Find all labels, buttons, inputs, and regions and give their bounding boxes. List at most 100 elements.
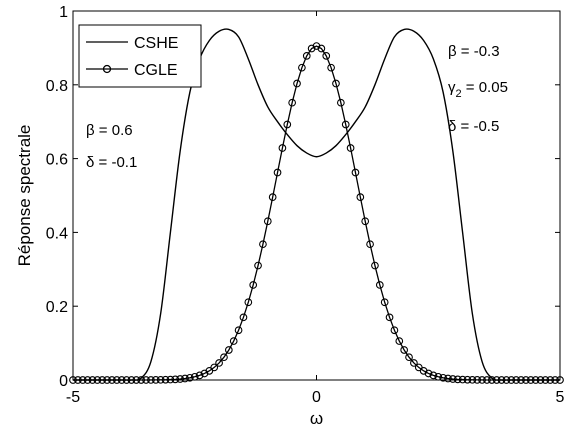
cgle-point <box>98 376 107 384</box>
cgle-point <box>453 375 462 384</box>
cgle-point <box>395 337 404 345</box>
cgle-point <box>298 63 306 72</box>
cgle-point <box>229 337 238 345</box>
cgle-point <box>361 217 370 226</box>
cgle-point <box>195 371 204 380</box>
tick-layer: -5 0 500.20.40.60.81 <box>46 4 565 406</box>
cgle-point <box>156 375 165 384</box>
cgle-point <box>375 281 384 289</box>
cgle-point <box>93 376 102 384</box>
cgle-point <box>147 376 155 384</box>
cgle-point <box>317 44 326 53</box>
cgle-point <box>244 298 253 307</box>
cgle-point <box>283 120 292 129</box>
cgle-point <box>254 261 262 270</box>
cgle-point <box>176 375 184 383</box>
annotation-right-beta: β = -0.3 <box>448 43 500 60</box>
cgle-point <box>492 376 501 384</box>
cgle-point <box>424 369 433 378</box>
cgle-point <box>351 168 360 177</box>
cgle-point <box>507 376 516 384</box>
cgle-point <box>444 374 452 383</box>
annotation-left-delta: δ = -0.1 <box>86 154 137 171</box>
cgle-point <box>83 376 92 384</box>
cgle-point <box>268 193 277 202</box>
series-line-cshe <box>72 28 560 381</box>
cgle-point <box>293 79 301 88</box>
cgle-point <box>186 373 194 382</box>
y-tick-label: 1 <box>59 4 68 21</box>
cgle-point <box>127 376 136 384</box>
cgle-point <box>234 326 243 335</box>
cgle-point <box>371 261 379 270</box>
cgle-point <box>526 376 535 384</box>
cgle-point <box>215 359 223 367</box>
legend-label-cgle: CGLE <box>134 62 178 79</box>
cgle-point <box>249 281 258 289</box>
cgle-point <box>112 376 121 384</box>
cgle-point <box>151 376 160 384</box>
cgle-point <box>439 373 447 382</box>
y-tick-label: 0.4 <box>46 225 68 242</box>
annotation-left-beta: β = 0.6 <box>86 122 133 139</box>
cgle-point <box>171 375 180 384</box>
annotation-right-delta: δ = -0.5 <box>448 118 499 135</box>
y-tick-label: 0.8 <box>46 78 68 95</box>
cgle-point <box>137 376 146 384</box>
cgle-point <box>473 376 482 384</box>
cgle-point <box>302 51 311 60</box>
cgle-point <box>512 376 521 384</box>
x-tick-label: 5 <box>556 389 565 406</box>
cgle-point <box>278 144 287 152</box>
x-tick-label: -5 <box>66 389 80 406</box>
y-tick-label: 0.6 <box>46 152 68 169</box>
cgle-point <box>517 376 525 384</box>
series-layer <box>69 28 564 384</box>
cgle-point <box>88 376 97 384</box>
cgle-point <box>190 372 199 381</box>
cgle-point <box>497 376 506 384</box>
cgle-point <box>224 346 233 354</box>
cgle-point <box>468 375 477 384</box>
y-tick-label: 0 <box>59 373 68 390</box>
cgle-point <box>117 376 126 384</box>
cgle-point <box>322 51 331 60</box>
x-axis-label: ω <box>310 409 323 428</box>
gamma-subscript: 2 <box>456 88 462 100</box>
cgle-point <box>103 376 111 384</box>
legend: CSHE CGLE <box>78 24 202 88</box>
cgle-point <box>332 79 340 88</box>
cgle-point <box>142 376 150 384</box>
cgle-point <box>346 144 355 152</box>
cgle-point <box>458 375 467 384</box>
cgle-point <box>210 363 219 372</box>
cgle-point <box>181 374 189 383</box>
cgle-point <box>487 376 496 384</box>
legend-marker-cgle <box>102 64 112 74</box>
cgle-point <box>385 313 394 322</box>
cgle-point <box>161 375 170 384</box>
cgle-point <box>405 353 413 362</box>
y-tick-label: 0.2 <box>46 299 68 316</box>
cgle-point <box>132 376 141 384</box>
cgle-point <box>259 240 267 249</box>
cgle-point <box>531 376 540 384</box>
cgle-point <box>429 371 438 380</box>
cgle-point <box>356 193 365 202</box>
cgle-point <box>108 376 116 384</box>
cgle-point <box>327 63 335 72</box>
cgle-point <box>166 375 175 384</box>
cgle-point <box>380 298 389 307</box>
cgle-point <box>434 372 443 381</box>
cgle-point <box>273 168 282 177</box>
cgle-point <box>337 98 345 107</box>
cgle-point <box>449 375 457 383</box>
cgle-point <box>366 240 374 249</box>
cgle-point <box>239 313 248 322</box>
cgle-point <box>400 346 409 354</box>
cgle-point <box>78 376 87 384</box>
cgle-point <box>220 353 228 362</box>
legend-label-cshe: CSHE <box>134 35 178 52</box>
annotation-right-gamma: γ2 = 0.05 <box>448 79 508 100</box>
